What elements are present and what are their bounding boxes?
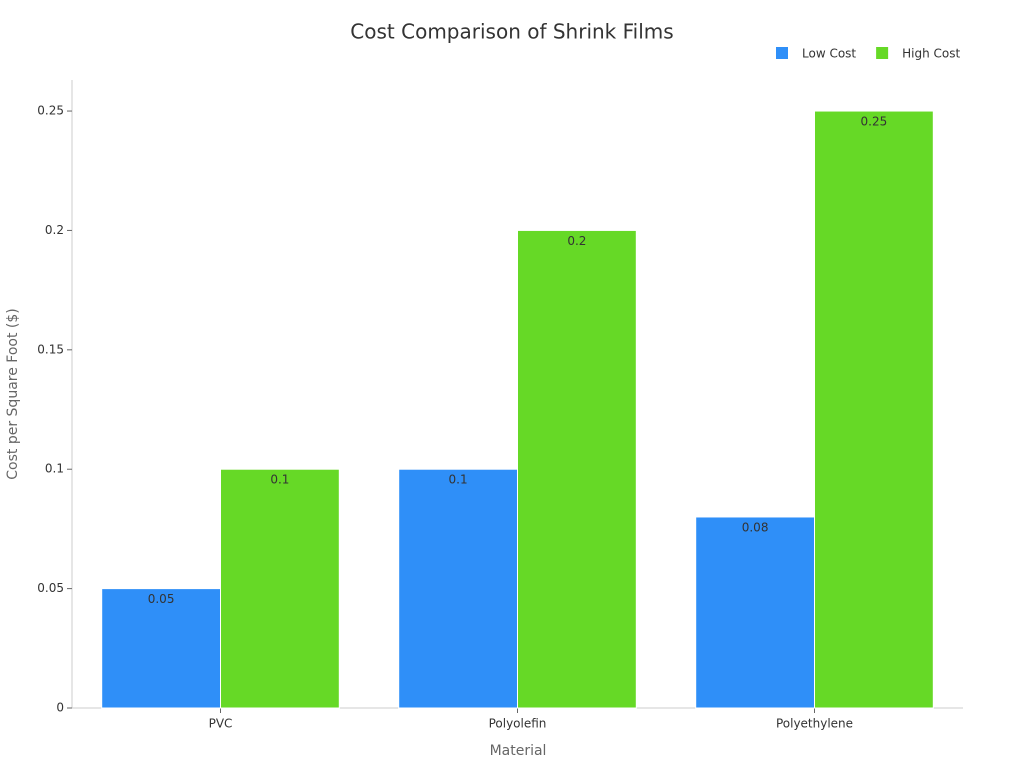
- data-label: 0.1: [449, 473, 468, 487]
- data-label: 0.05: [148, 592, 175, 606]
- y-axis-title: Cost per Square Foot ($): [5, 308, 21, 479]
- y-tick-label: 0: [56, 701, 64, 715]
- x-tick-label: PVC: [209, 717, 233, 731]
- y-tick-label: 0.1: [45, 462, 64, 476]
- bar: [220, 468, 340, 709]
- chart-title: Cost Comparison of Shrink Films: [350, 20, 673, 44]
- legend-swatch: [876, 47, 889, 59]
- bar: [814, 110, 934, 709]
- legend-label: High Cost: [902, 47, 960, 61]
- data-label: 0.2: [567, 234, 586, 248]
- bar: [695, 516, 816, 709]
- bar: [398, 468, 519, 709]
- x-axis-title: Material: [490, 743, 547, 759]
- bar: [101, 588, 221, 709]
- legend-label: Low Cost: [802, 47, 856, 61]
- legend-swatch: [776, 47, 788, 59]
- x-tick-label: Polyolefin: [489, 717, 547, 731]
- x-tick-label: Polyethylene: [776, 717, 853, 731]
- data-label: 0.08: [742, 520, 769, 534]
- y-tick-label: 0.2: [45, 223, 64, 237]
- y-tick-label: 0.05: [37, 581, 64, 595]
- bar: [517, 229, 637, 709]
- y-tick-label: 0.15: [37, 342, 64, 356]
- y-tick-label: 0.25: [37, 104, 64, 118]
- data-label: 0.1: [270, 473, 289, 487]
- data-label: 0.25: [861, 115, 888, 129]
